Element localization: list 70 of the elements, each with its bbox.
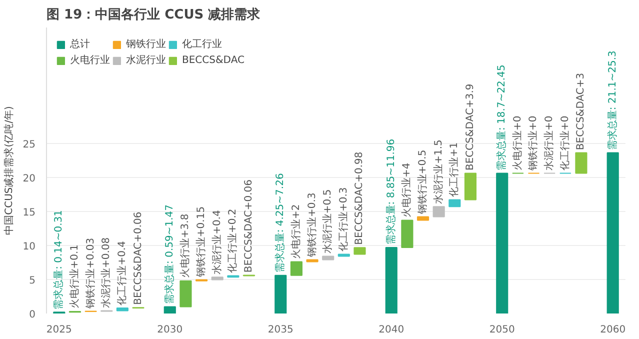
bar [448, 199, 461, 208]
bar [401, 220, 414, 248]
bar [606, 152, 619, 314]
y-tick-label: 0 [29, 310, 36, 320]
bar [211, 276, 224, 280]
text: 化工行业+0.2 [228, 208, 239, 273]
text: 化工行业+0.4 [116, 240, 128, 306]
text: 需求总量: 0.59~1.47 [164, 204, 176, 304]
x-tick-label: 2060 [600, 324, 626, 336]
text: 需求总量: 18.7~22.45 [496, 64, 508, 170]
text: 化工行业+0 [560, 116, 571, 170]
y-tick-label: 25 [22, 139, 36, 150]
legend-label: BECCS&DAC [182, 54, 244, 66]
bar [290, 261, 302, 276]
legend-label: 钢铁行业 [126, 38, 166, 51]
text: 水泥行业+0.08 [101, 237, 112, 308]
text: 水泥行业+1.5 [433, 140, 444, 204]
bar [385, 246, 398, 314]
bar [432, 206, 445, 218]
legend-label: 化工行业 [182, 38, 222, 51]
text: 需求总量: 21.1~25.3 [607, 50, 618, 150]
text: 钢铁行业+0 [528, 116, 540, 170]
text: 钢铁行业+0.3 [306, 192, 318, 257]
y-tick-label: 10 [22, 241, 36, 252]
text: 火电行业+2 [290, 204, 302, 260]
legend-label: 总计 [70, 38, 90, 51]
text: BECCS&DAC+0.06 [243, 179, 254, 273]
text: 需求总量: 8.85~11.96 [386, 138, 397, 245]
y-tick-label: 15 [22, 207, 36, 218]
bar [274, 274, 287, 314]
bar [322, 256, 334, 260]
text: 火电行业+4 [402, 162, 413, 218]
text: 钢铁行业+0.15 [196, 206, 208, 278]
text: BECCS&DAC+0.06 [132, 212, 144, 305]
bar [464, 172, 477, 200]
text: 钢铁行业+0.5 [418, 150, 429, 214]
bar [338, 254, 350, 257]
legend-label: 火电行业 [70, 54, 110, 67]
y-tick-label: 5 [29, 275, 36, 286]
bar [116, 307, 128, 312]
x-tick-label: 2040 [378, 324, 404, 336]
text: 水泥行业+0.5 [322, 189, 334, 254]
x-tick-label: 2035 [268, 324, 294, 336]
text: 水泥行业+0.4 [212, 210, 223, 274]
text: 需求总量: 0.14~0.31 [54, 210, 65, 310]
x-tick-label: 2030 [157, 324, 183, 336]
bar [354, 247, 366, 255]
text: 火电行业+3.8 [180, 214, 192, 278]
text: BECCS&DAC+3 [576, 72, 587, 150]
bar [575, 152, 588, 174]
y-tick-label: 20 [22, 173, 36, 184]
text: 需求总量: 4.25~7.26 [275, 173, 286, 273]
chart-title: 图 19：中国各行业 CCUS 减排需求 [46, 6, 262, 22]
bar [416, 216, 430, 221]
text: 化工行业+0.3 [338, 187, 350, 252]
legend-label: 水泥行业 [126, 54, 166, 67]
bar [180, 280, 192, 308]
bar [496, 172, 508, 314]
x-tick-label: 2025 [46, 324, 72, 336]
text: 火电行业+0 [512, 116, 524, 170]
bar [164, 306, 176, 314]
bar [306, 259, 318, 262]
text: 化工行业+1 [449, 142, 460, 198]
text: 水泥行业+0 [544, 116, 556, 170]
text: 火电行业+0.1 [69, 244, 80, 309]
x-tick-label: 2050 [489, 324, 515, 336]
text: BECCS&DAC+0.98 [354, 152, 366, 245]
text: BECCS&DAC+3.9 [464, 84, 476, 170]
y-axis-title: 中国CCUS减排需求(亿吨/年) [2, 106, 15, 235]
text: 钢铁行业+0.03 [85, 238, 96, 309]
